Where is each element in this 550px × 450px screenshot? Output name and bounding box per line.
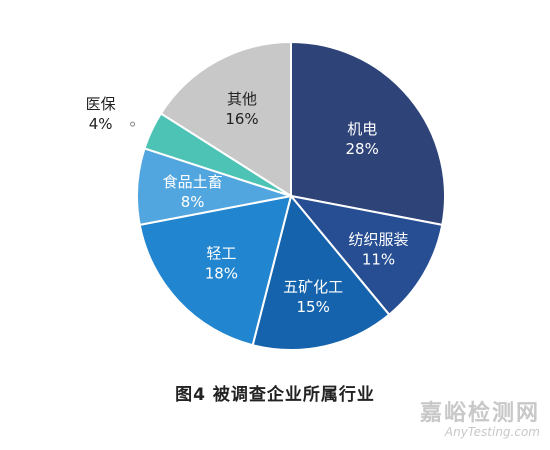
slice-label: 五矿化工 <box>283 278 343 296</box>
slice-value-label: 11% <box>362 251 395 269</box>
slice-label: 食品土畜 <box>163 173 223 191</box>
watermark: 嘉峪检测网 AnyTesting.com <box>420 395 540 439</box>
pie-slice <box>138 194 293 347</box>
slice-value-label: 28% <box>346 140 379 158</box>
slice-value-label: 15% <box>296 298 329 316</box>
pie-slice <box>251 193 391 351</box>
slice-value-label: 16% <box>225 110 258 128</box>
pie-slice <box>288 194 444 317</box>
slice-label: 轻工 <box>206 244 236 262</box>
slice-value-label: 4% <box>89 115 113 133</box>
pie-slices <box>136 40 446 351</box>
slice-value-label: 18% <box>205 264 238 282</box>
slice-label: 医保 <box>86 95 116 113</box>
slice-label: 纺织服装 <box>348 231 408 249</box>
watermark-en: AnyTesting.com <box>444 425 540 439</box>
slice-value-label: 8% <box>181 193 205 211</box>
pie-slice <box>159 40 292 198</box>
slice-label: 其他 <box>227 90 257 108</box>
pie-labels: 机电 28% 纺织服装 11% 五矿化工 15% 轻工 18% 食品土畜 8% 医保 4% 其他 16% <box>86 90 409 316</box>
pie-slice <box>290 40 446 227</box>
slice-label: 机电 <box>347 120 377 138</box>
chart-title: 图4 被调查企业所属行业 <box>175 385 375 405</box>
watermark-cn: 嘉峪检测网 <box>419 401 540 426</box>
leader-dot <box>130 121 136 127</box>
